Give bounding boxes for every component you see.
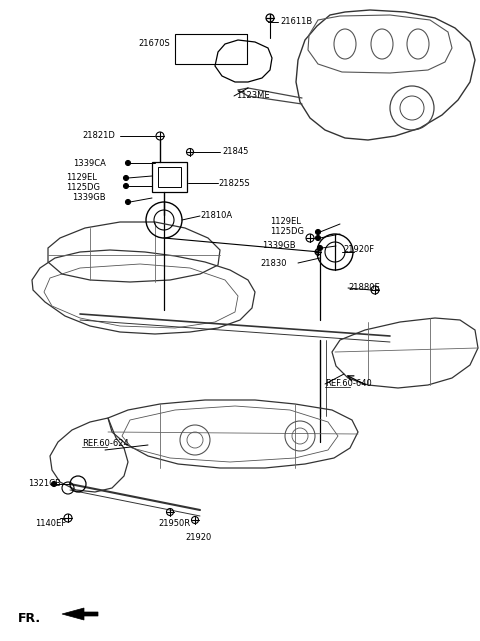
Text: 21920F: 21920F — [343, 246, 374, 254]
Circle shape — [125, 160, 131, 165]
Polygon shape — [62, 608, 98, 620]
Bar — [175, 34, 247, 64]
Text: REF.60-640: REF.60-640 — [325, 379, 372, 388]
Circle shape — [123, 183, 129, 188]
Text: 21821D: 21821D — [82, 131, 115, 140]
Text: REF.60-624: REF.60-624 — [82, 440, 129, 449]
Text: 1339CA: 1339CA — [73, 158, 106, 167]
Text: 1125DG: 1125DG — [270, 228, 304, 237]
Text: 1140EF: 1140EF — [35, 519, 66, 528]
Text: 1339GB: 1339GB — [72, 194, 106, 203]
Circle shape — [315, 229, 321, 235]
Circle shape — [315, 235, 321, 240]
Bar — [158, 167, 181, 187]
Circle shape — [125, 199, 131, 204]
Text: 21830: 21830 — [260, 258, 287, 267]
Text: 21950R: 21950R — [158, 519, 190, 528]
Text: 1123ME: 1123ME — [236, 92, 270, 101]
Text: 21845: 21845 — [222, 147, 248, 156]
Text: FR.: FR. — [18, 612, 41, 624]
Text: 1125DG: 1125DG — [66, 183, 100, 192]
Text: 1339GB: 1339GB — [262, 240, 296, 249]
Text: 21810A: 21810A — [200, 212, 232, 221]
Bar — [152, 162, 187, 192]
Text: 21880E: 21880E — [348, 283, 380, 292]
Text: 1321CB: 1321CB — [28, 479, 61, 488]
Text: 1129EL: 1129EL — [66, 172, 97, 181]
Text: 21670S: 21670S — [138, 40, 170, 49]
Circle shape — [317, 246, 323, 251]
Circle shape — [51, 481, 57, 487]
Circle shape — [123, 176, 129, 181]
Text: 21825S: 21825S — [218, 178, 250, 188]
Text: 21611B: 21611B — [280, 17, 312, 26]
Text: 1129EL: 1129EL — [270, 217, 301, 226]
Text: 21920: 21920 — [185, 533, 211, 542]
